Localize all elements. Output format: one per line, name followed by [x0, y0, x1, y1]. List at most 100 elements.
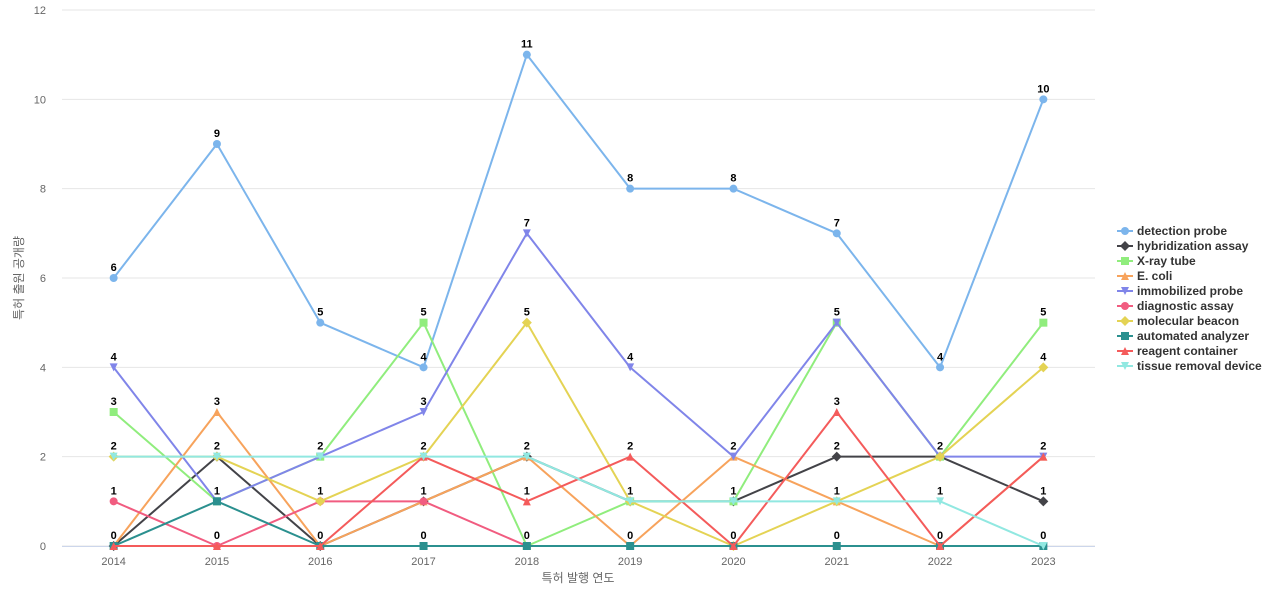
- data-label: 4: [937, 351, 944, 363]
- data-label: 0: [214, 530, 220, 542]
- x-tick-label: 2015: [205, 556, 229, 568]
- legend-item-reagent-container[interactable]: reagent container: [1117, 344, 1238, 358]
- data-label: 4: [627, 351, 634, 363]
- series-line-detection-probe: [112, 53, 1045, 369]
- data-point-e-coli: [212, 408, 221, 416]
- legend-item-hybridization-assay[interactable]: hybridization assay: [1117, 239, 1249, 253]
- data-label: 1: [524, 485, 530, 497]
- legend-item-molecular-beacon[interactable]: molecular beacon: [1117, 314, 1239, 328]
- data-label: 0: [317, 530, 323, 542]
- data-point-hybridization-assay: [831, 451, 842, 462]
- legend-item-immobilized-probe[interactable]: immobilized probe: [1117, 284, 1243, 298]
- data-label: 4: [111, 351, 118, 363]
- data-point-detection-probe: [626, 184, 635, 193]
- data-point-diagnostic-assay: [419, 497, 428, 506]
- data-label: 1: [627, 485, 633, 497]
- data-label: 0: [730, 530, 736, 542]
- legend-swatch-marker: [1121, 362, 1129, 370]
- series-line-molecular-beacon: [112, 321, 1045, 547]
- series-detection-probe: [109, 50, 1048, 372]
- data-point-x-ray-tube: [1039, 318, 1048, 327]
- y-tick-label: 6: [40, 273, 46, 285]
- data-label: 1: [730, 485, 736, 497]
- legend-item-automated-analyzer[interactable]: automated analyzer: [1117, 329, 1249, 343]
- data-point-automated-analyzer: [832, 542, 841, 550]
- data-label: 0: [834, 530, 840, 542]
- data-point-x-ray-tube: [419, 318, 428, 327]
- data-label: 2: [214, 441, 220, 453]
- data-point-reagent-container: [212, 542, 221, 550]
- data-label: 2: [1040, 441, 1046, 453]
- data-point-detection-probe: [832, 229, 841, 238]
- data-label: 10: [1037, 83, 1049, 95]
- data-point-tissue-removal-device: [1039, 542, 1048, 550]
- legend-swatch-marker: [1121, 272, 1129, 280]
- data-labels: 6034129213050214153201120751810428120725…: [111, 39, 1050, 542]
- data-label: 7: [834, 217, 840, 229]
- x-axis-title: 특허 발행 연도: [542, 570, 615, 585]
- data-point-tissue-removal-device: [109, 452, 118, 461]
- data-label: 3: [834, 396, 840, 408]
- data-point-immobilized-probe: [832, 318, 841, 327]
- legend-swatch-marker: [1121, 332, 1129, 340]
- legend-swatch-marker: [1121, 302, 1129, 310]
- series-line-x-ray-tube: [112, 321, 1045, 547]
- data-point-tissue-removal-device: [936, 497, 945, 506]
- data-label: 5: [317, 307, 323, 319]
- data-point-molecular-beacon: [935, 451, 946, 462]
- data-label: 1: [420, 485, 426, 497]
- data-point-detection-probe: [1039, 95, 1048, 104]
- data-point-reagent-container: [832, 408, 841, 416]
- legend-item-x-ray-tube[interactable]: X-ray tube: [1117, 254, 1196, 268]
- data-point-reagent-container: [626, 452, 635, 461]
- legend-item-diagnostic-assay[interactable]: diagnostic assay: [1117, 299, 1234, 313]
- legend-swatch-marker: [1120, 241, 1130, 251]
- series-tissue-removal-device: [109, 452, 1048, 550]
- data-label: 3: [214, 396, 220, 408]
- data-label: 1: [834, 485, 840, 497]
- legend-label: tissue removal device: [1137, 359, 1262, 373]
- x-tick-label: 2020: [721, 556, 745, 568]
- legend-label: molecular beacon: [1137, 314, 1239, 328]
- grid-lines: [62, 9, 1095, 547]
- data-point-tissue-removal-device: [729, 497, 738, 506]
- data-point-detection-probe: [419, 363, 428, 372]
- legend-label: E. coli: [1137, 269, 1172, 283]
- data-label: 2: [834, 441, 840, 453]
- legend-item-detection-probe[interactable]: detection probe: [1117, 224, 1227, 238]
- data-label: 0: [937, 530, 943, 542]
- data-label: 1: [317, 485, 323, 497]
- data-label: 0: [111, 530, 117, 542]
- data-point-reagent-container: [729, 542, 738, 550]
- legend-label: diagnostic assay: [1137, 299, 1234, 313]
- data-point-immobilized-probe: [729, 452, 738, 461]
- data-label: 0: [420, 530, 426, 542]
- x-tick-label: 2016: [308, 556, 332, 568]
- data-point-detection-probe: [936, 363, 945, 372]
- y-tick-label: 2: [40, 452, 46, 464]
- data-point-tissue-removal-device: [419, 452, 428, 461]
- data-point-detection-probe: [109, 274, 118, 282]
- data-point-automated-analyzer: [419, 542, 428, 550]
- x-tick-label: 2021: [825, 556, 849, 568]
- legend-swatch-marker: [1121, 257, 1129, 265]
- data-label: 8: [730, 173, 736, 185]
- data-label: 0: [627, 530, 633, 542]
- legend-item-e-coli[interactable]: E. coli: [1117, 269, 1172, 283]
- legend-swatch-marker: [1121, 227, 1129, 235]
- legend-label: automated analyzer: [1137, 329, 1249, 343]
- data-label: 1: [214, 485, 220, 497]
- legend-label: immobilized probe: [1137, 284, 1243, 298]
- data-label: 7: [524, 217, 530, 229]
- y-tick-label: 10: [34, 94, 46, 106]
- legend-label: reagent container: [1137, 344, 1238, 358]
- data-label: 1: [111, 485, 117, 497]
- x-tick-label: 2018: [515, 556, 539, 568]
- x-tick-label: 2014: [101, 556, 125, 568]
- data-point-immobilized-probe: [626, 363, 635, 372]
- legend-label: X-ray tube: [1137, 254, 1196, 268]
- legend-item-tissue-removal-device[interactable]: tissue removal device: [1117, 359, 1262, 373]
- data-label: 8: [627, 173, 633, 185]
- x-tick-label: 2017: [411, 556, 435, 568]
